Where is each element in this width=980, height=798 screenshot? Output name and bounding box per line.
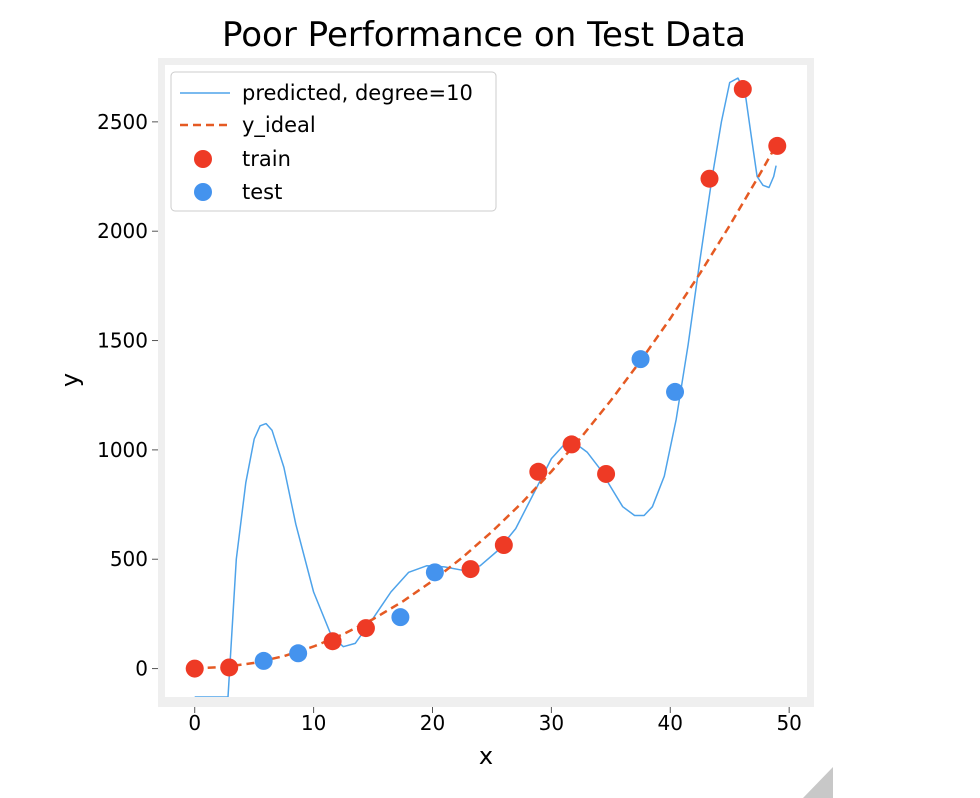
train-point [700,169,719,188]
legend-train-label: train [242,147,291,171]
legend-ideal-label: y_ideal [242,113,316,138]
train-point [356,619,375,638]
legend-test-swatch [194,183,212,201]
corner-fold [803,767,833,798]
x-axis-label: x [479,742,493,770]
y-tick-label: 2500 [97,110,148,134]
train-point [461,560,480,579]
train-point [768,136,787,155]
x-tick-label: 0 [188,711,201,735]
x-axis-ticks: 0 10 20 30 40 50 [188,707,802,735]
legend: predicted, degree=10 y_ideal train test [170,71,497,212]
x-tick-label: 20 [420,711,445,735]
legend-box [170,71,497,212]
series-layer [185,77,787,697]
test-point [254,651,273,670]
test-point [391,608,410,627]
chart-title: Poor Performance on Test Data [222,15,746,55]
train-point [323,632,342,651]
y-tick-label: 1000 [97,438,148,462]
x-tick-label: 30 [539,711,564,735]
y-tick-label: 1500 [97,329,148,353]
test-point [289,644,308,663]
x-tick-label: 40 [658,711,683,735]
y-axis-label: y [56,373,84,387]
train-point [494,536,513,555]
train-point [185,659,204,678]
legend-test-label: test [242,180,282,204]
test-point [425,563,444,582]
y-tick-label: 2000 [97,219,148,243]
train-point [529,462,548,481]
y-axis-ticks: 0 500 1000 1500 2000 2500 [97,110,158,681]
train-point [733,80,752,99]
x-tick-label: 50 [776,711,801,735]
train-point [220,658,239,677]
test-point [666,382,685,401]
y-tick-label: 500 [110,547,148,571]
test-point [631,350,650,369]
x-tick-label: 10 [301,711,326,735]
train-point [597,464,616,483]
train-point [562,435,581,454]
legend-predicted-label: predicted, degree=10 [242,81,473,105]
y-tick-label: 0 [135,657,148,681]
legend-train-swatch [194,150,212,168]
predicted-line [194,77,777,697]
